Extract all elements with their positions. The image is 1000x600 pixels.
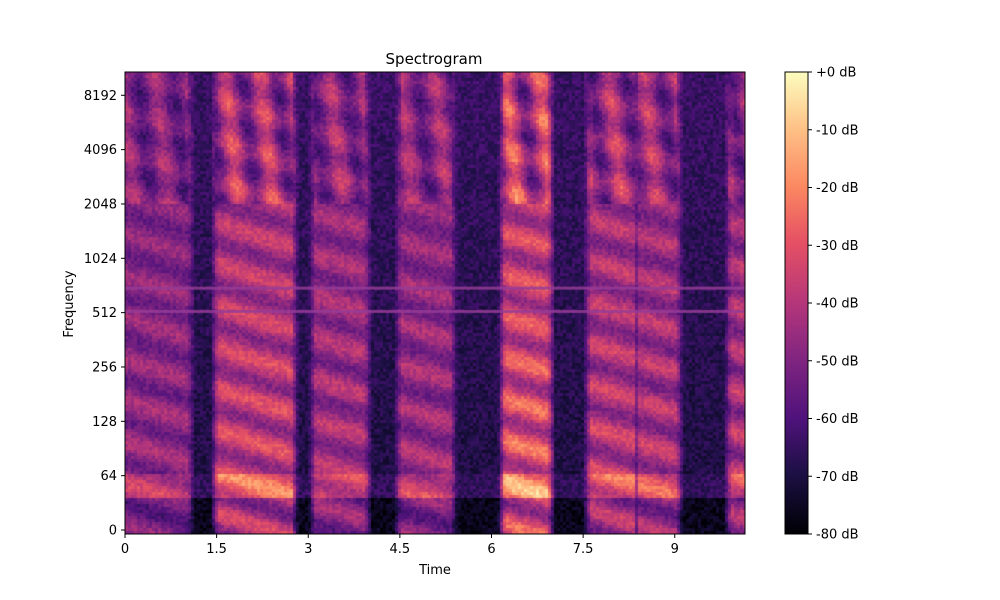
y-tick-label: 1024 [84, 252, 117, 267]
colorbar: +0 dB -10 dB -20 dB -30 dB -40 dB -50 dB -60 d… [784, 66, 859, 543]
colorbar-tick-label: -20 dB [816, 181, 859, 196]
colorbar-tick-label: -80 dB [816, 528, 859, 543]
colorbar-tick-label: -40 dB [816, 297, 859, 312]
x-tick-label: 0 [121, 542, 129, 557]
y-tick-label: 0 [109, 524, 117, 539]
colorbar-tick-label: -70 dB [816, 470, 859, 485]
x-tick-label: 4.5 [390, 542, 411, 557]
y-tick-label: 64 [100, 469, 117, 484]
x-tick-label: 3 [304, 542, 312, 557]
y-tick-label: 512 [92, 306, 117, 321]
spectrogram-image [125, 72, 745, 534]
colorbar-tick-label: +0 dB [816, 66, 856, 81]
colorbar-tick-label: -60 dB [816, 412, 859, 427]
y-tick-label: 4096 [84, 143, 117, 158]
plot-area [124, 71, 746, 535]
y-axis: 0 64 128 256 512 1024 2048 4096 8192 [84, 89, 125, 539]
chart-title: Spectrogram [386, 50, 483, 68]
x-axis: 0 1.5 3 4.5 6 7.5 9 [121, 534, 679, 557]
x-tick-label: 7.5 [573, 542, 594, 557]
y-tick-label: 8192 [84, 89, 117, 104]
y-tick-label: 128 [92, 415, 117, 430]
x-tick-label: 6 [487, 542, 495, 557]
colorbar-gradient [784, 71, 809, 535]
colorbar-tick-label: -50 dB [816, 354, 859, 369]
plot-frame [124, 71, 746, 535]
y-tick-label: 2048 [84, 197, 117, 212]
y-tick-label: 256 [92, 360, 117, 375]
colorbar-tick-label: -30 dB [816, 239, 859, 254]
x-tick-label: 9 [671, 542, 679, 557]
y-axis-label: Frequency [62, 270, 77, 337]
x-tick-label: 1.5 [206, 542, 227, 557]
x-axis-label: Time [418, 563, 451, 578]
colorbar-tick-label: -10 dB [816, 123, 859, 138]
